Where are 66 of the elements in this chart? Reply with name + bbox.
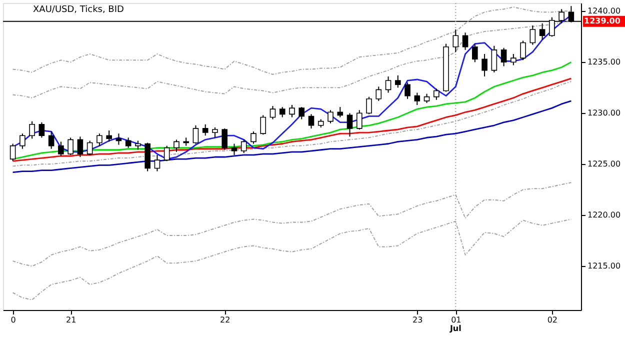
candlestick [482, 53, 488, 77]
candlestick [337, 106, 344, 118]
y-tick-label: 1225.00 [588, 160, 621, 169]
candlestick [106, 130, 112, 142]
candlestick [270, 106, 276, 120]
candlestick [452, 29, 459, 52]
x-tick-label: 23 [412, 316, 423, 324]
candlestick [202, 124, 208, 136]
candlestick [250, 131, 256, 144]
candlestick [289, 104, 295, 118]
candlestick [29, 120, 35, 140]
x-tick-label: 0 [10, 316, 16, 324]
y-tick-label: 1240.00 [588, 6, 621, 16]
line-series [12, 100, 572, 174]
candlestick [346, 112, 353, 138]
candlestick [192, 124, 199, 144]
candlestick [472, 43, 478, 63]
candlestick [48, 131, 54, 150]
candlestick [154, 154, 160, 172]
candlestick [135, 140, 141, 150]
candlestick [38, 122, 45, 138]
candlestick [404, 82, 410, 100]
candlestick [500, 47, 507, 67]
candlestick [434, 88, 440, 100]
candlestick [356, 110, 362, 130]
chart-title: XAU/USD, Ticks, BID [33, 5, 124, 15]
candlestick [164, 145, 170, 162]
candlestick [20, 133, 26, 150]
ref-line-label: 1239.00 [584, 16, 621, 26]
candlestick [376, 86, 382, 102]
candlestick [308, 114, 314, 129]
candlestick [462, 32, 468, 50]
candlestick [298, 106, 305, 120]
candlestick [510, 53, 516, 66]
candlestick [58, 141, 64, 156]
candlestick [424, 93, 430, 104]
candlestick [125, 137, 132, 148]
candlestick [385, 76, 392, 94]
x-tick-label: 21 [66, 316, 76, 324]
candlestick [414, 92, 420, 106]
candlestick [231, 143, 238, 156]
candlestick [366, 96, 372, 115]
candlestick [279, 106, 286, 118]
candlestick [68, 137, 74, 156]
candlestick [530, 24, 536, 46]
candlestick [86, 140, 93, 156]
candlestick [212, 126, 218, 138]
candlestick [96, 133, 102, 146]
candlestick [520, 40, 526, 61]
x-tick-label: 02 [547, 316, 558, 324]
text: Jul [448, 324, 462, 333]
x-tick-label: 22 [220, 316, 230, 324]
candlestick [10, 143, 16, 162]
candlestick [260, 114, 266, 136]
y-tick-label: 1220.00 [588, 210, 621, 220]
y-tick-label: 1235.00 [588, 58, 621, 67]
y-tick-label: 1230.00 [588, 108, 621, 118]
candlestick [491, 45, 498, 73]
candlestick [240, 139, 247, 154]
candlestick [328, 110, 334, 124]
candlestick [395, 74, 401, 88]
y-tick-label: 1215.00 [588, 262, 621, 271]
candlestick [174, 139, 180, 152]
candlestick [77, 136, 84, 158]
candlestick [222, 128, 228, 150]
x-tick-label: 01 [451, 316, 462, 324]
